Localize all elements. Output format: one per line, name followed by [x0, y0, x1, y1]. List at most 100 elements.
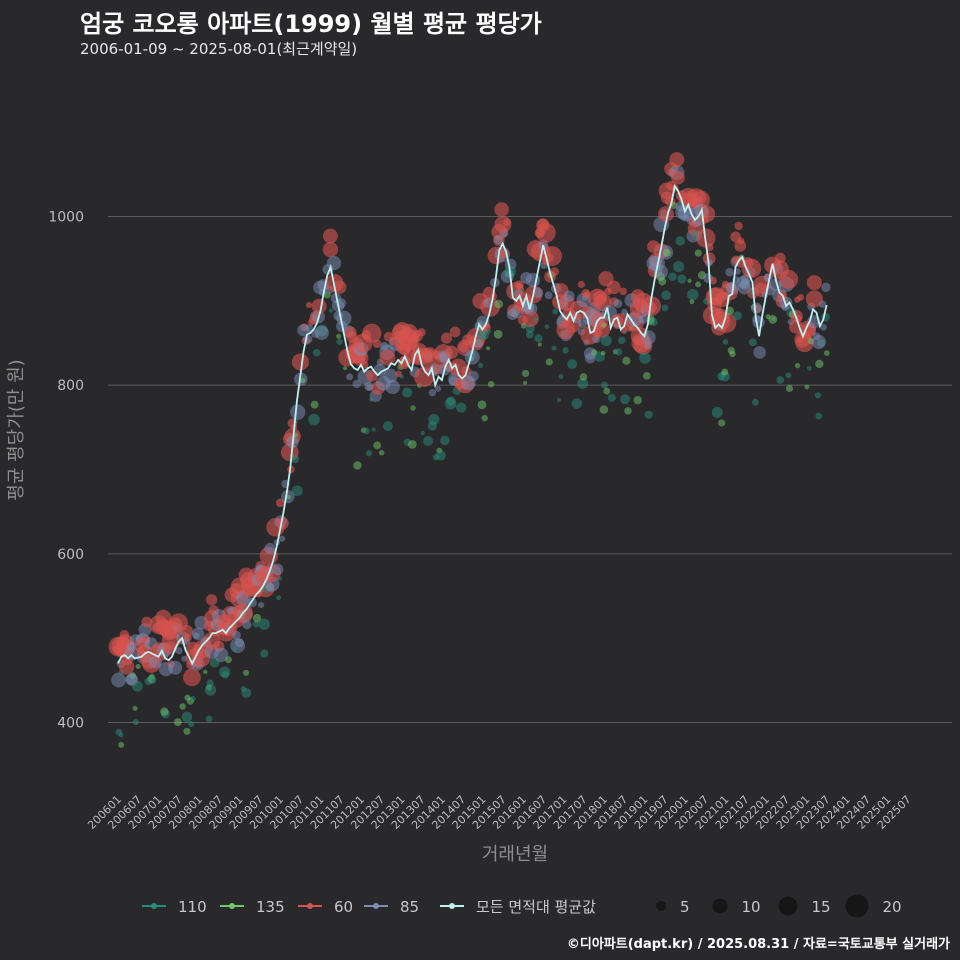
y-tick-label: 400	[57, 716, 84, 732]
data-point-60	[372, 339, 382, 348]
chart-title: 엄궁 코오롱 아파트(1999) 월별 평균 평당가	[80, 10, 542, 38]
data-point-110	[205, 715, 213, 723]
data-point-110	[446, 396, 456, 406]
y-axis-ticks: 400 600 800 1000	[48, 210, 84, 732]
data-point-110	[241, 687, 252, 698]
data-point-110	[276, 595, 282, 601]
data-point-135	[642, 372, 651, 380]
data-point-110	[677, 274, 687, 284]
data-point-60	[737, 237, 745, 245]
data-point-110	[806, 365, 812, 371]
data-point-60	[184, 634, 192, 642]
data-point-110	[617, 336, 626, 345]
data-point-85	[232, 630, 241, 640]
data-point-110	[815, 412, 823, 420]
data-point-85	[385, 379, 400, 395]
x-axis-label: 거래년월	[482, 844, 548, 865]
data-point-85	[613, 298, 623, 308]
data-point-85	[563, 290, 575, 302]
data-point-85	[305, 324, 313, 333]
data-point-110	[252, 620, 260, 628]
data-point-85	[383, 368, 398, 384]
data-point-60	[806, 275, 822, 291]
legend-label: 135	[256, 898, 285, 916]
data-point-135	[487, 380, 495, 388]
data-point-85	[303, 334, 313, 344]
data-point-135	[662, 248, 671, 257]
data-point-135	[804, 384, 810, 390]
data-point-110	[620, 394, 631, 405]
data-point-60	[417, 328, 426, 337]
x-axis-ticks: 2006012006072007012007072008012008072009…	[85, 793, 914, 832]
data-point-110	[277, 576, 283, 581]
data-point-135	[486, 346, 491, 351]
data-point-135	[687, 278, 692, 283]
data-point-110	[181, 711, 193, 723]
data-point-85	[336, 310, 352, 326]
data-point-85	[434, 385, 442, 392]
data-point-60	[444, 345, 459, 359]
data-point-135	[179, 703, 186, 710]
data-point-110	[544, 324, 550, 329]
data-point-110	[567, 359, 578, 370]
data-point-135	[378, 449, 385, 456]
data-point-85	[175, 647, 183, 655]
data-point-110	[785, 372, 792, 379]
data-point-85	[468, 370, 479, 382]
data-point-110	[371, 427, 376, 432]
data-point-60	[276, 516, 289, 530]
data-point-60	[779, 269, 799, 289]
data-point-60	[323, 228, 338, 244]
data-point-110	[477, 362, 484, 369]
data-point-85	[621, 308, 628, 316]
data-point-110	[290, 454, 300, 464]
legend-size-circle	[778, 896, 798, 916]
data-point-85	[352, 379, 361, 389]
data-point-110	[607, 393, 616, 402]
data-point-60	[516, 282, 523, 290]
data-point-135	[183, 727, 191, 735]
data-point-135	[785, 384, 794, 392]
data-point-135	[729, 350, 736, 358]
data-point-85	[821, 282, 831, 293]
data-point-60	[797, 293, 805, 301]
data-point-85	[278, 535, 286, 542]
data-point-60	[180, 624, 194, 638]
data-point-60	[449, 326, 461, 338]
data-point-60	[805, 290, 823, 308]
data-point-135	[601, 322, 607, 328]
data-point-60	[161, 630, 181, 650]
data-point-110	[365, 450, 373, 457]
data-point-135	[481, 414, 488, 422]
data-point-60	[709, 276, 717, 285]
data-point-60	[577, 280, 585, 288]
data-point-60	[344, 326, 357, 339]
data-point-85	[811, 334, 826, 350]
data-point-85	[752, 316, 765, 329]
data-point-60	[535, 222, 556, 243]
data-point-110	[190, 695, 196, 702]
data-point-110	[614, 348, 623, 356]
data-point-60	[379, 349, 396, 366]
data-point-110	[732, 311, 742, 321]
data-point-85	[473, 339, 483, 349]
data-point-135	[286, 494, 291, 500]
data-point-135	[694, 249, 702, 257]
data-point-135	[336, 333, 342, 339]
data-point-60	[522, 310, 539, 327]
data-point-110	[440, 435, 450, 446]
data-point-135	[494, 299, 503, 309]
data-point-135	[160, 707, 169, 716]
data-point-110	[363, 427, 370, 435]
data-point-110	[672, 260, 685, 273]
data-point-60	[291, 353, 310, 371]
data-point-110	[221, 670, 230, 679]
legend-size-circle	[712, 898, 728, 914]
data-point-110	[132, 680, 143, 692]
data-point-60	[362, 323, 382, 343]
data-point-135	[689, 299, 695, 305]
data-point-135	[794, 362, 801, 369]
data-point-110	[402, 387, 413, 398]
data-point-110	[711, 406, 723, 418]
data-point-60	[421, 347, 438, 363]
